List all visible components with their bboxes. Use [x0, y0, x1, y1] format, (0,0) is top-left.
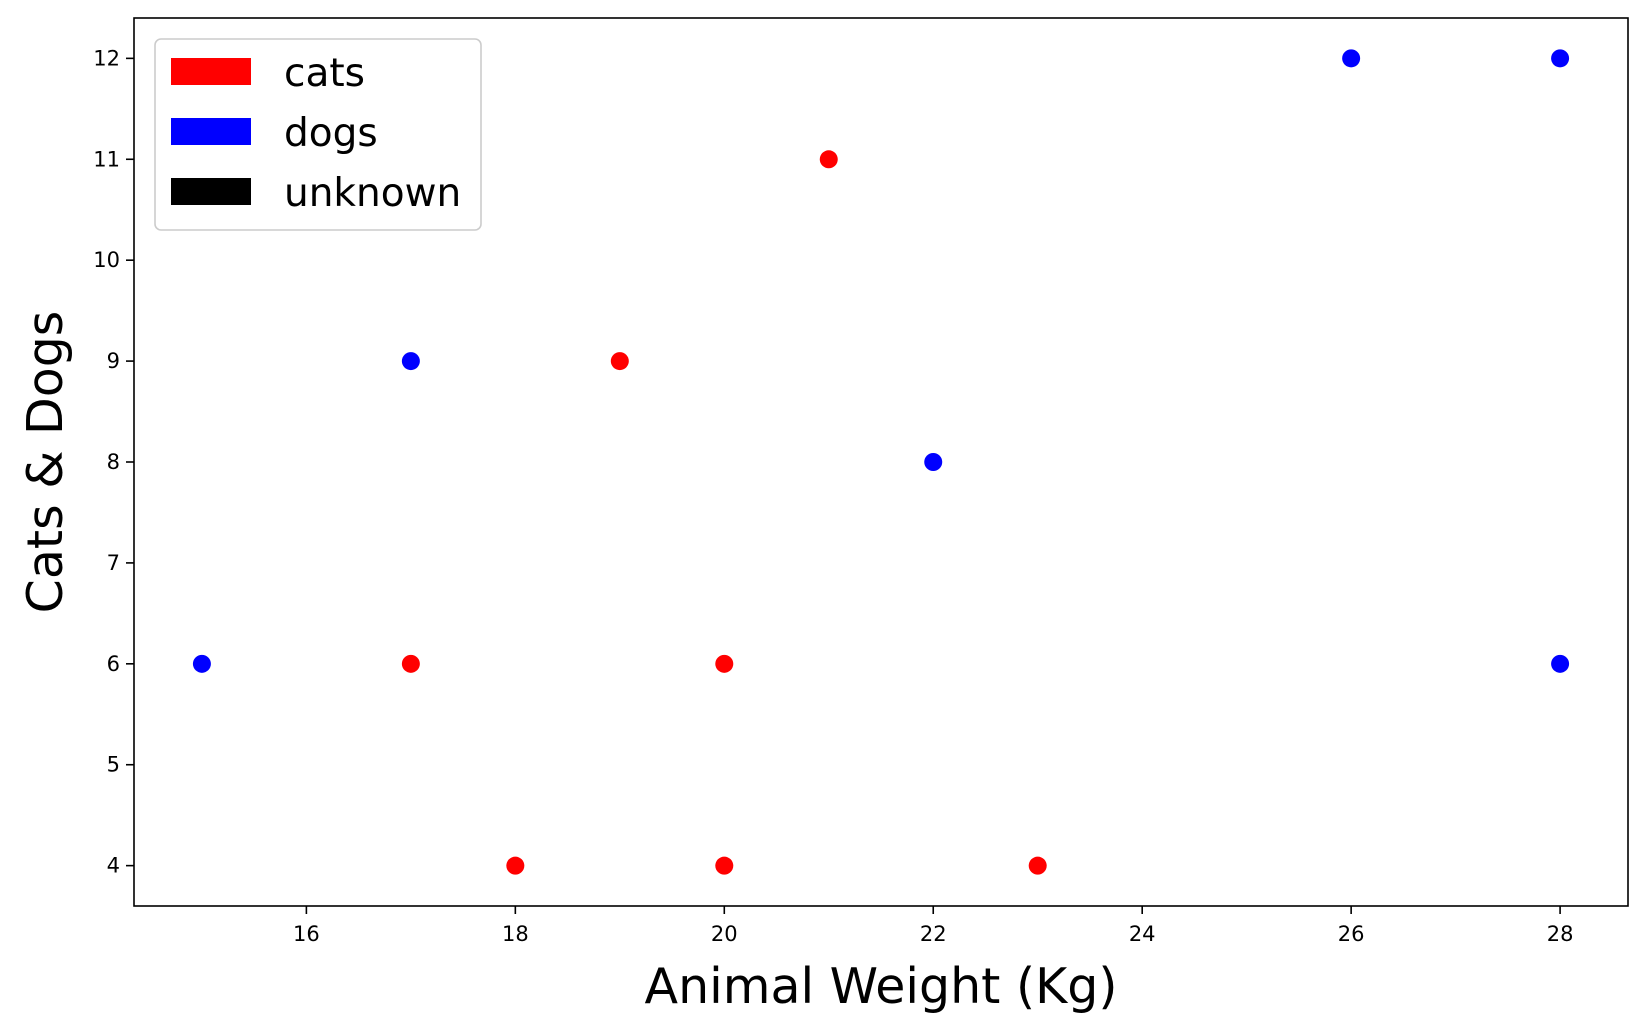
legend-label-unknown: unknown	[284, 171, 461, 216]
data-point-cats	[1028, 856, 1047, 875]
data-point-dogs	[1342, 49, 1361, 68]
data-point-cats	[819, 150, 838, 169]
x-tick-label: 20	[711, 922, 738, 946]
legend-label-dogs: dogs	[284, 111, 378, 156]
y-tick-label: 6	[107, 652, 120, 676]
data-point-dogs	[924, 453, 943, 471]
y-tick-label: 5	[107, 753, 120, 777]
legend-swatch-dogs	[171, 118, 251, 145]
y-tick-label: 10	[93, 248, 120, 272]
x-tick-label: 18	[502, 922, 529, 946]
data-point-cats	[610, 352, 629, 371]
plot-area	[192, 49, 1570, 875]
y-tick-label: 8	[107, 450, 120, 474]
y-axis: 4 5 6 7 8 9 10 11 12	[93, 46, 134, 878]
y-tick-label: 11	[93, 147, 120, 171]
data-point-dogs	[401, 352, 420, 371]
x-tick-label: 26	[1338, 922, 1365, 946]
x-tick-label: 16	[293, 922, 320, 946]
x-axis: 16 18 20 22 24 26 28	[293, 906, 1573, 946]
legend-label-cats: cats	[284, 51, 365, 96]
x-axis-label: Animal Weight (Kg)	[645, 958, 1118, 1015]
data-point-cats	[715, 654, 734, 673]
legend-swatch-unknown	[171, 178, 251, 205]
y-tick-label: 9	[107, 349, 120, 373]
y-tick-label: 12	[93, 46, 120, 70]
y-axis-label: Cats & Dogs	[17, 311, 74, 614]
x-tick-label: 22	[920, 922, 947, 946]
x-tick-label: 28	[1547, 922, 1574, 946]
x-tick-label: 24	[1129, 922, 1156, 946]
data-point-cats	[715, 856, 734, 875]
data-point-cats	[506, 856, 525, 875]
y-tick-label: 4	[107, 854, 120, 878]
data-point-dogs	[1551, 654, 1570, 673]
data-point-dogs	[192, 654, 211, 673]
data-point-dogs	[1551, 49, 1570, 68]
data-point-cats	[401, 654, 420, 673]
legend: cats dogs unknown	[154, 38, 482, 231]
y-tick-label: 7	[107, 551, 120, 575]
legend-swatch-cats	[171, 58, 251, 85]
